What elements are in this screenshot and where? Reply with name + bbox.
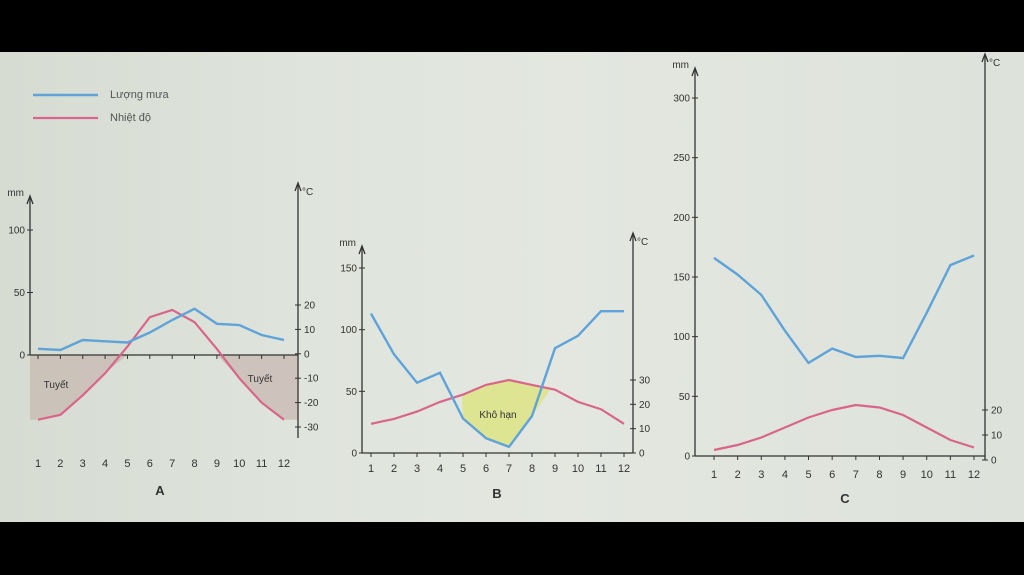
right-tick-label: 20	[304, 301, 316, 312]
rainfall-line	[37, 307, 285, 352]
left-tick-label: 50	[14, 288, 26, 299]
right-axis-arrow	[629, 231, 637, 242]
left-tick-label: 50	[346, 387, 358, 398]
month-label: 2	[735, 469, 741, 481]
left-tick-label: 300	[673, 94, 690, 105]
right-unit: °C	[989, 58, 1000, 69]
right-unit: °C	[637, 237, 648, 248]
right-tick-label: 10	[639, 424, 651, 435]
right-tick-label: 0	[304, 349, 310, 360]
month-label: 1	[711, 469, 717, 481]
right-tick-label: -20	[304, 398, 319, 409]
annotation-drought: Khô hạn	[479, 410, 516, 421]
month-label: 2	[391, 463, 397, 475]
left-tick-label: 250	[673, 153, 690, 164]
panel-label: B	[492, 486, 501, 501]
temperature-line	[370, 378, 625, 425]
left-unit: mm	[7, 188, 24, 199]
month-label: 12	[618, 463, 630, 475]
legend: Lượng mưa Nhiệt độ	[33, 89, 170, 124]
rainfall-line	[369, 310, 624, 449]
right-tick-label: 10	[304, 325, 316, 336]
left-tick-label: 50	[679, 392, 691, 403]
left-tick-label: 200	[673, 213, 690, 224]
month-label: 7	[169, 458, 175, 470]
left-unit: mm	[339, 238, 356, 249]
left-axis-arrow	[358, 244, 366, 255]
right-axis-arrow	[294, 181, 302, 192]
month-label: 5	[805, 469, 811, 481]
left-tick-label: 0	[351, 449, 357, 460]
month-label: 9	[900, 469, 906, 481]
month-label: 1	[35, 458, 41, 470]
month-label: 4	[437, 463, 443, 475]
left-tick-label: 150	[673, 273, 690, 284]
right-unit: °C	[302, 187, 313, 198]
month-label: 10	[921, 469, 933, 481]
right-tick-label: 30	[639, 376, 651, 387]
left-tick-label: 0	[19, 351, 25, 362]
rainfall-line	[713, 254, 975, 365]
month-label: 11	[595, 463, 606, 475]
month-label: 6	[483, 463, 489, 475]
month-label: 11	[256, 458, 267, 470]
annotation-snow-right: Tuyết	[248, 373, 273, 385]
left-tick-label: 100	[8, 226, 25, 237]
left-tick-label: 0	[684, 452, 690, 463]
month-label: 5	[124, 458, 130, 470]
right-tick-label: 10	[991, 431, 1003, 442]
right-tick-label: 0	[991, 456, 997, 467]
left-tick-label: 100	[673, 332, 690, 343]
month-label: 8	[191, 458, 197, 470]
right-tick-label: -10	[304, 374, 319, 385]
legend-temp-label: Nhiệt độ	[110, 112, 151, 124]
month-label: 3	[414, 463, 420, 475]
month-label: 10	[572, 463, 584, 475]
month-label: 9	[214, 458, 220, 470]
right-tick-label: 20	[991, 406, 1003, 417]
left-tick-label: 100	[340, 325, 357, 336]
temperature-line	[37, 308, 285, 421]
panel-label: A	[155, 483, 165, 498]
month-label: 8	[529, 463, 535, 475]
month-label: 1	[368, 463, 374, 475]
month-label: 4	[782, 469, 788, 481]
month-label: 8	[876, 469, 882, 481]
right-tick-label: 0	[639, 449, 645, 460]
month-label: 12	[278, 458, 290, 470]
month-label: 3	[80, 458, 86, 470]
right-tick-label: -30	[304, 423, 319, 434]
month-label: 7	[506, 463, 512, 475]
left-axis-arrow	[691, 66, 699, 77]
month-label: 11	[945, 469, 956, 481]
month-label: 4	[102, 458, 108, 470]
drought-area	[462, 380, 551, 447]
right-axis-arrow	[981, 52, 989, 63]
temperature-line	[713, 403, 975, 452]
month-label: 3	[758, 469, 764, 481]
snow-area	[30, 355, 298, 420]
month-label: 5	[460, 463, 466, 475]
month-label: 7	[853, 469, 859, 481]
annotation-snow-left: Tuyết	[44, 379, 69, 391]
panel-label: C	[840, 491, 850, 506]
month-label: 6	[829, 469, 835, 481]
month-label: 10	[233, 458, 245, 470]
left-tick-label: 150	[340, 264, 357, 275]
month-label: 2	[57, 458, 63, 470]
legend-rain-label: Lượng mưa	[110, 89, 170, 101]
month-label: 6	[147, 458, 153, 470]
month-label: 9	[552, 463, 558, 475]
left-unit: mm	[672, 60, 689, 71]
month-label: 12	[968, 469, 980, 481]
left-axis-arrow	[26, 194, 34, 205]
right-tick-label: 20	[639, 400, 651, 411]
